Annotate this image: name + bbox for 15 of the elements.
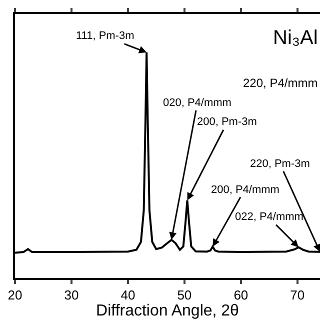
- annotation: 220, Pm-3m: [250, 158, 310, 170]
- x-tick-label: 40: [120, 288, 136, 303]
- x-tick-label: 60: [234, 288, 248, 303]
- annotation: 200, Pm-3m: [197, 116, 257, 128]
- x-tick-label: 50: [177, 288, 192, 303]
- x-tick-label: 70: [290, 288, 305, 303]
- annotation: 220, P4/mmm: [243, 76, 318, 90]
- annotation: 200, P4/mmm: [211, 184, 280, 196]
- annotation: 020, P4/mmm: [163, 97, 232, 109]
- x-axis-title: Diffraction Angle, 2θ: [96, 302, 240, 320]
- x-tick-label: 20: [8, 288, 22, 303]
- annotation: 111, Pm-3m: [76, 30, 134, 42]
- annotation: 022, P4/mmm: [235, 211, 304, 223]
- x-tick-label: 30: [64, 288, 79, 303]
- text: Ni₃Al: [273, 27, 318, 49]
